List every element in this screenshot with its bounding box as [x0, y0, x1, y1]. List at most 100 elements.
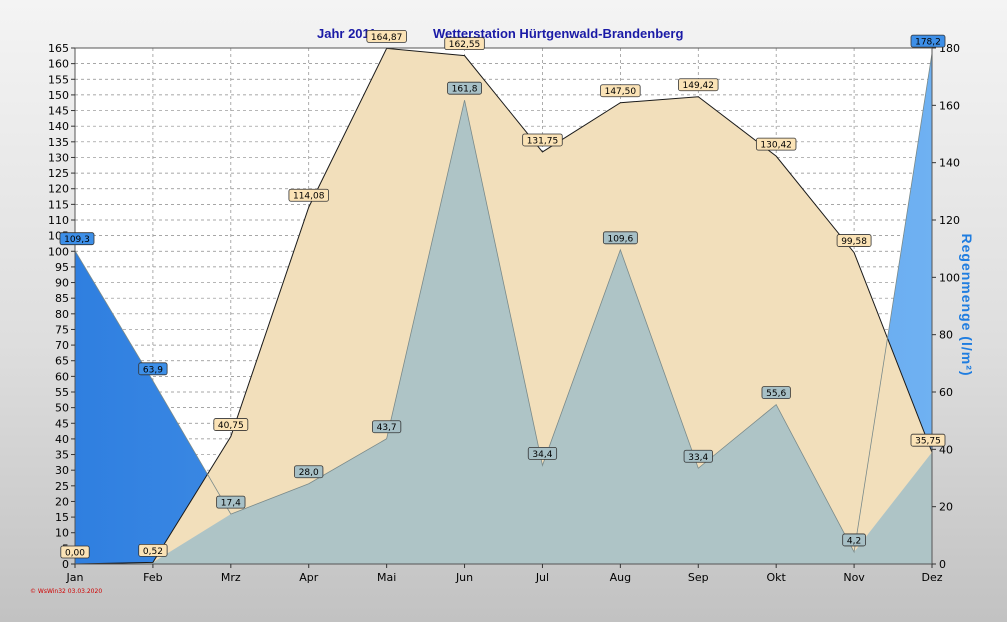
left-tick-label: 50	[55, 402, 69, 415]
sunshine-label-box	[213, 418, 249, 431]
left-tick-label: 160	[48, 58, 69, 71]
title-year: Jahr 2011	[317, 26, 377, 41]
sunshine-label-box	[60, 545, 90, 559]
x-axis: Jan Feb Mrz Apr Mai Jun Jul Aug Sep Okt Nov Dez	[66, 564, 943, 584]
rain-label-box	[842, 533, 866, 547]
right-tick-label: 120	[939, 214, 960, 227]
rain-label-text: 33,4	[688, 453, 708, 463]
left-tick-label: 135	[48, 136, 69, 149]
left-tick-label: 140	[48, 120, 69, 133]
rain-label-box	[602, 231, 638, 245]
left-tick-label: 45	[55, 417, 69, 430]
rain-label-box	[138, 362, 168, 376]
sunshine-label-text: 114,08	[293, 192, 325, 202]
sunshine-label-box	[444, 37, 485, 51]
sunshine-label-box	[600, 84, 641, 98]
rain-label-text: 161,8	[452, 85, 478, 95]
rain-label-text: 178,2	[915, 38, 941, 48]
sunshine-line	[75, 48, 932, 564]
left-tick-label: 90	[55, 277, 69, 290]
footer-credit: © WsWin32 03.03.2020	[30, 588, 103, 595]
x-tick-label: Aug	[610, 571, 631, 584]
rain-label-box	[527, 446, 558, 460]
left-tick-label: 110	[48, 214, 69, 227]
right-tick-label: 140	[939, 157, 960, 170]
rain-label-box	[372, 420, 402, 434]
area-layer	[75, 48, 932, 564]
rain-label-box	[683, 449, 713, 463]
left-tick-label: 115	[48, 198, 69, 211]
sunshine-label-box	[522, 133, 563, 147]
sunshine-label-text: 130,42	[760, 141, 792, 151]
sunshine-label-box	[910, 433, 946, 447]
right-tick-label: 20	[939, 501, 953, 514]
left-tick-label: 65	[55, 355, 69, 368]
sunshine-label-box	[138, 543, 168, 557]
x-tick-label: Apr	[299, 571, 319, 584]
left-tick-label: 70	[55, 339, 69, 352]
rain-label-box	[447, 81, 482, 95]
left-tick-label: 75	[55, 323, 69, 336]
rain-line	[75, 53, 932, 554]
sunshine-label-text: 0,52	[143, 547, 163, 557]
right-tick-label: 80	[939, 329, 953, 342]
right-tick-label: 0	[939, 558, 946, 571]
left-tick-label: 100	[48, 245, 69, 258]
left-tick-label: 40	[55, 433, 69, 446]
rain-label-text: 109,3	[64, 235, 90, 245]
sunshine-label-box	[288, 188, 329, 202]
rain-label-text: 55,6	[766, 389, 786, 399]
left-tick-label: 95	[55, 261, 69, 274]
left-tick-label: 165	[48, 42, 69, 55]
rain-label-text: 34,4	[532, 450, 552, 460]
left-tick-label: 25	[55, 480, 69, 493]
right-tick-label: 60	[939, 386, 953, 399]
x-tick-label: Sep	[688, 571, 709, 584]
rain-label-box	[761, 386, 791, 400]
plot-frame	[74, 47, 933, 565]
rain-label-text: 43,7	[377, 423, 397, 433]
left-tick-label: 130	[48, 151, 69, 164]
sunshine-label-text: 164,87	[371, 33, 403, 43]
left-tick-label: 60	[55, 370, 69, 383]
right-tick-label: 100	[939, 271, 960, 284]
rain-label-box	[59, 232, 95, 246]
sunshine-label-text: 35,75	[915, 437, 941, 447]
x-tick-label: Jun	[455, 571, 473, 584]
sunshine-label-text: 131,75	[527, 136, 559, 146]
left-tick-label: 120	[48, 183, 69, 196]
left-tick-label: 85	[55, 292, 69, 305]
overlap-area	[75, 100, 932, 564]
right-tick-label: 160	[939, 99, 960, 112]
left-axis: 0510152025303540455055606570758085909510…	[48, 42, 75, 571]
rain-label-text: 4,2	[847, 536, 861, 546]
sunshine-label-box	[755, 137, 797, 151]
rain-label-text: 28,0	[299, 468, 319, 478]
x-tick-label: Okt	[767, 571, 787, 584]
title-station: Wetterstation Hürtgenwald-Brandenberg	[433, 26, 684, 41]
x-tick-label: Feb	[143, 571, 162, 584]
data-labels: 0,00 0,52 40,75 114,08 164,87 162,55 131,75 147…	[59, 30, 946, 559]
left-tick-label: 145	[48, 105, 69, 118]
sunshine-label-text: 40,75	[218, 421, 244, 431]
rain-label-box	[294, 465, 324, 479]
sunshine-label-text: 149,42	[683, 81, 715, 91]
right-axis-label: Regenmenge (l/m²)	[959, 233, 975, 376]
x-tick-label: Jan	[66, 571, 84, 584]
left-tick-label: 125	[48, 167, 69, 180]
left-tick-label: 55	[55, 386, 69, 399]
sunshine-label-box	[836, 234, 872, 247]
x-tick-label: Nov	[843, 571, 865, 584]
sunshine-label-text: 0,00	[65, 549, 85, 559]
sunshine-label-text: 162,55	[449, 40, 481, 50]
sunshine-label-box	[678, 78, 719, 92]
rain-label-box	[216, 495, 246, 509]
x-tick-label: Mai	[377, 571, 396, 584]
x-tick-label: Mrz	[221, 571, 241, 584]
left-tick-label: 155	[48, 73, 69, 86]
rain-label-text: 109,6	[607, 234, 633, 244]
left-tick-label: 30	[55, 464, 69, 477]
left-tick-label: 150	[48, 89, 69, 102]
left-tick-label: 35	[55, 449, 69, 462]
